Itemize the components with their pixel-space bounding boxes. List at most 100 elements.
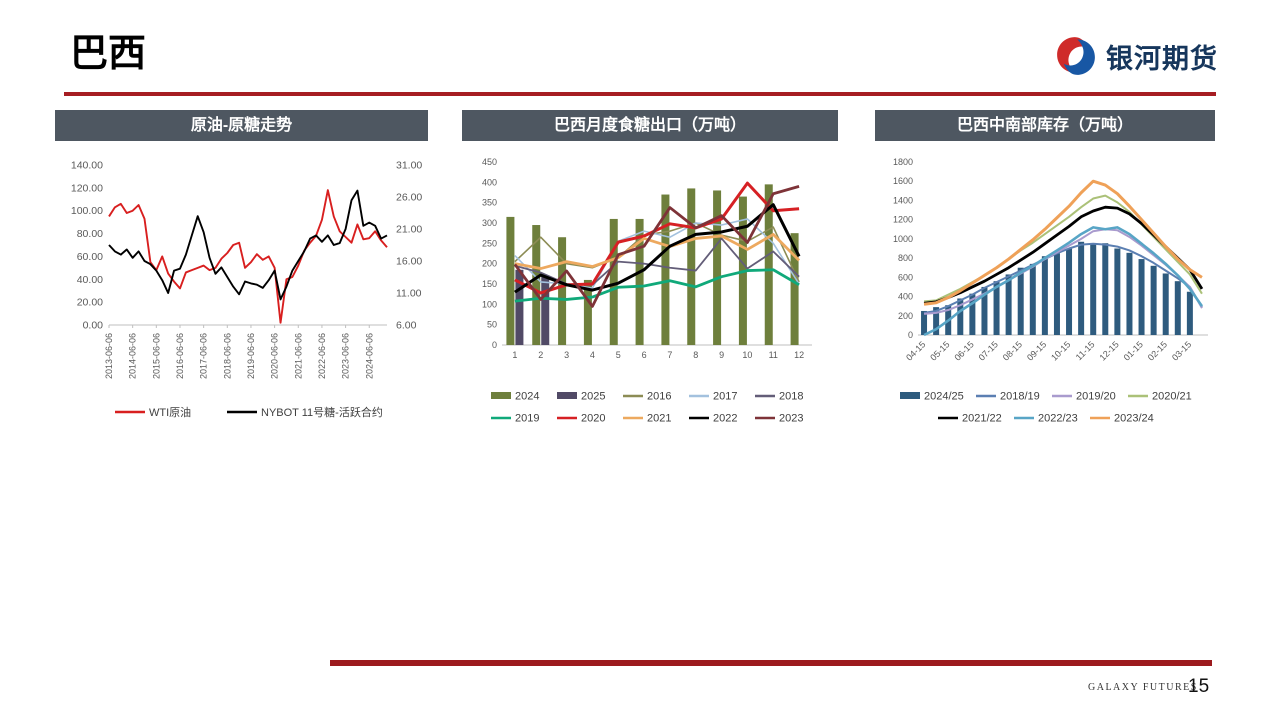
- svg-text:200: 200: [482, 259, 497, 269]
- svg-text:05-15: 05-15: [928, 339, 951, 362]
- svg-text:03-15: 03-15: [1170, 339, 1193, 362]
- svg-text:NYBOT 11号糖-活跃合约: NYBOT 11号糖-活跃合约: [261, 405, 383, 419]
- svg-text:2018-06-06: 2018-06-06: [222, 333, 232, 379]
- svg-text:11.00: 11.00: [396, 288, 422, 300]
- svg-text:2017: 2017: [713, 391, 737, 403]
- svg-text:12-15: 12-15: [1097, 339, 1120, 362]
- svg-text:26.00: 26.00: [396, 192, 422, 204]
- svg-text:400: 400: [898, 292, 913, 302]
- svg-text:2: 2: [538, 350, 543, 360]
- svg-text:10-15: 10-15: [1049, 339, 1072, 362]
- svg-text:100.00: 100.00: [71, 205, 103, 217]
- svg-text:10: 10: [742, 350, 752, 360]
- footer-brand: GALAXY FUTURES: [1088, 682, 1198, 693]
- chart3-header: 巴西中南部库存（万吨）: [875, 110, 1215, 141]
- svg-text:2022: 2022: [713, 413, 737, 425]
- svg-text:2023/24: 2023/24: [1114, 413, 1154, 425]
- svg-text:300: 300: [482, 218, 497, 228]
- svg-text:21.00: 21.00: [396, 224, 422, 236]
- svg-text:09-15: 09-15: [1025, 339, 1048, 362]
- svg-text:2013-06-06: 2013-06-06: [104, 333, 114, 379]
- title-divider: [64, 92, 1216, 96]
- svg-text:2023-06-06: 2023-06-06: [341, 333, 351, 379]
- svg-text:2024/25: 2024/25: [924, 391, 964, 403]
- svg-text:1: 1: [512, 350, 517, 360]
- svg-text:0.00: 0.00: [83, 320, 104, 332]
- svg-text:6: 6: [642, 350, 647, 360]
- svg-text:600: 600: [898, 272, 913, 282]
- svg-text:100: 100: [482, 299, 497, 309]
- svg-text:11-15: 11-15: [1074, 339, 1097, 362]
- page-number: 15: [1188, 676, 1210, 697]
- chart-brazil-center-south-inventory: 0 200 400 600 800 1000 1200 1400 1600 1800 04-15 05…: [893, 157, 1208, 425]
- page-title: 巴西: [70, 33, 147, 75]
- svg-text:5: 5: [616, 350, 621, 360]
- svg-text:2014-06-06: 2014-06-06: [128, 333, 138, 379]
- svg-text:04-15: 04-15: [904, 339, 927, 362]
- svg-text:2024: 2024: [515, 391, 539, 403]
- svg-text:150: 150: [482, 279, 497, 289]
- svg-text:120.00: 120.00: [71, 182, 103, 194]
- svg-text:6.00: 6.00: [396, 320, 417, 332]
- svg-text:0: 0: [908, 330, 913, 340]
- svg-text:60.00: 60.00: [77, 251, 103, 263]
- svg-text:11: 11: [769, 350, 778, 360]
- galaxy-swirl-icon: [1057, 37, 1095, 75]
- svg-text:9: 9: [719, 350, 724, 360]
- svg-text:06-15: 06-15: [952, 339, 975, 362]
- svg-text:2020-06-06: 2020-06-06: [270, 333, 280, 379]
- svg-text:02-15: 02-15: [1146, 339, 1169, 362]
- svg-text:2018: 2018: [779, 391, 803, 403]
- svg-text:2023: 2023: [779, 413, 803, 425]
- svg-text:2021-06-06: 2021-06-06: [293, 333, 303, 379]
- svg-text:40.00: 40.00: [77, 274, 103, 286]
- svg-text:2025: 2025: [581, 391, 605, 403]
- svg-text:450: 450: [482, 157, 497, 167]
- svg-text:140.00: 140.00: [71, 160, 103, 172]
- svg-text:800: 800: [898, 253, 913, 263]
- svg-text:WTI原油: WTI原油: [149, 405, 191, 419]
- svg-text:0: 0: [492, 340, 497, 350]
- svg-text:250: 250: [482, 238, 497, 248]
- svg-text:50: 50: [487, 320, 497, 330]
- svg-text:2020/21: 2020/21: [1152, 391, 1192, 403]
- svg-text:1800: 1800: [893, 157, 913, 167]
- chart2-header: 巴西月度食糖出口（万吨）: [462, 110, 838, 141]
- svg-text:2019/20: 2019/20: [1076, 391, 1116, 403]
- footer-divider: [330, 660, 1212, 666]
- svg-text:12: 12: [794, 350, 804, 360]
- brand-logo: 银河期货: [1056, 36, 1218, 76]
- svg-text:8: 8: [693, 350, 698, 360]
- svg-text:2015-06-06: 2015-06-06: [151, 333, 161, 379]
- svg-text:07-15: 07-15: [977, 339, 1000, 362]
- svg-text:1600: 1600: [893, 176, 913, 186]
- svg-text:3: 3: [564, 350, 569, 360]
- svg-text:08-15: 08-15: [1001, 339, 1024, 362]
- svg-text:2024-06-06: 2024-06-06: [364, 333, 374, 379]
- svg-text:350: 350: [482, 198, 497, 208]
- svg-text:2017-06-06: 2017-06-06: [199, 333, 209, 379]
- svg-text:7: 7: [667, 350, 672, 360]
- svg-text:16.00: 16.00: [396, 256, 422, 268]
- svg-text:20.00: 20.00: [77, 297, 103, 309]
- svg-text:1000: 1000: [893, 234, 913, 244]
- svg-text:80.00: 80.00: [77, 228, 103, 240]
- svg-text:2021: 2021: [647, 413, 671, 425]
- svg-text:2022-06-06: 2022-06-06: [317, 333, 327, 379]
- svg-text:2022/23: 2022/23: [1038, 413, 1078, 425]
- svg-text:31.00: 31.00: [396, 160, 422, 172]
- svg-text:2019: 2019: [515, 413, 539, 425]
- svg-text:2018/19: 2018/19: [1000, 391, 1040, 403]
- svg-text:1400: 1400: [893, 195, 913, 205]
- svg-text:2019-06-06: 2019-06-06: [246, 333, 256, 379]
- svg-text:2021/22: 2021/22: [962, 413, 1002, 425]
- chart1-header: 原油-原糖走势: [55, 110, 428, 141]
- svg-text:4: 4: [590, 350, 595, 360]
- chart-crude-oil-raw-sugar: 0.00 20.00 40.00 60.00 80.00 100.00 120.00 140.…: [71, 160, 423, 420]
- svg-text:1200: 1200: [893, 215, 913, 225]
- svg-text:2020: 2020: [581, 413, 605, 425]
- svg-text:200: 200: [898, 311, 913, 321]
- svg-text:2016-06-06: 2016-06-06: [175, 333, 185, 379]
- svg-text:01-15: 01-15: [1122, 339, 1145, 362]
